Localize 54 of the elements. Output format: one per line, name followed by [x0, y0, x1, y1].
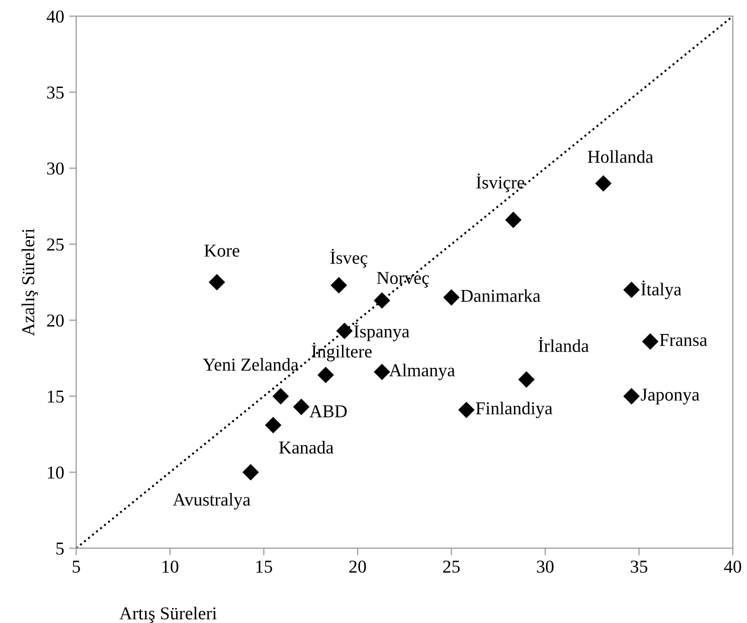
y-tick-label: 40 [46, 10, 64, 23]
annotation: Kore [204, 244, 240, 257]
annotation: Almanya [389, 364, 455, 380]
y-axis-title: Azalış Süreleri [22, 228, 38, 336]
annotation: Finlandiya [476, 402, 552, 418]
point [518, 371, 535, 388]
annotation: Yeni Zelanda [202, 358, 298, 371]
point [458, 402, 475, 418]
annotation: Fransa [660, 334, 708, 346]
annotation: Avustralya [172, 493, 250, 510]
annotation: Norveç [376, 272, 429, 288]
x-tick-label: 40 [724, 560, 742, 573]
annotation: Hollanda [588, 150, 654, 163]
annotation: İspanya [354, 322, 410, 342]
annotation: Danimarka [460, 289, 540, 302]
annotation: Kanada [279, 440, 334, 454]
point [208, 274, 226, 290]
annotation: İngiltere [312, 342, 372, 362]
y-tick-label: 30 [47, 162, 64, 175]
annotation: İtalya [641, 280, 682, 300]
x-axis-title: Artış Süreleri [119, 606, 217, 623]
point [264, 416, 282, 434]
x-tick-label: 35 [630, 560, 648, 573]
point [642, 333, 658, 350]
point [293, 398, 310, 416]
x-tick-label: 10 [162, 560, 178, 573]
y-tick-label: 20 [47, 314, 64, 327]
y-tick-label: 25 [47, 238, 64, 251]
point [374, 364, 390, 380]
x-tick-label: 30 [537, 560, 554, 573]
point [443, 289, 460, 306]
y-tick-label: 10 [48, 466, 64, 479]
point [595, 175, 612, 192]
x-tick-label: 5 [72, 560, 80, 573]
annotation: İrlanda [538, 337, 589, 352]
x-tick-label: 20 [349, 560, 366, 573]
y-tick-label: 5 [56, 542, 64, 555]
y-tick-label: 15 [48, 390, 64, 403]
y-tick-label: 35 [47, 86, 64, 99]
x-tick-label: 25 [443, 560, 460, 573]
point [336, 322, 353, 340]
point [505, 212, 522, 228]
point [242, 464, 259, 480]
annotation: İsveç [330, 248, 368, 268]
annotation: İsviçre [476, 174, 524, 192]
point [272, 388, 289, 404]
annotation: Japonya [640, 388, 700, 404]
annotation: ABD [309, 405, 347, 418]
point [374, 292, 390, 309]
x-tick-label: 15 [256, 560, 272, 573]
point [623, 388, 640, 404]
point [623, 282, 640, 298]
point [330, 277, 348, 294]
point [317, 366, 334, 384]
